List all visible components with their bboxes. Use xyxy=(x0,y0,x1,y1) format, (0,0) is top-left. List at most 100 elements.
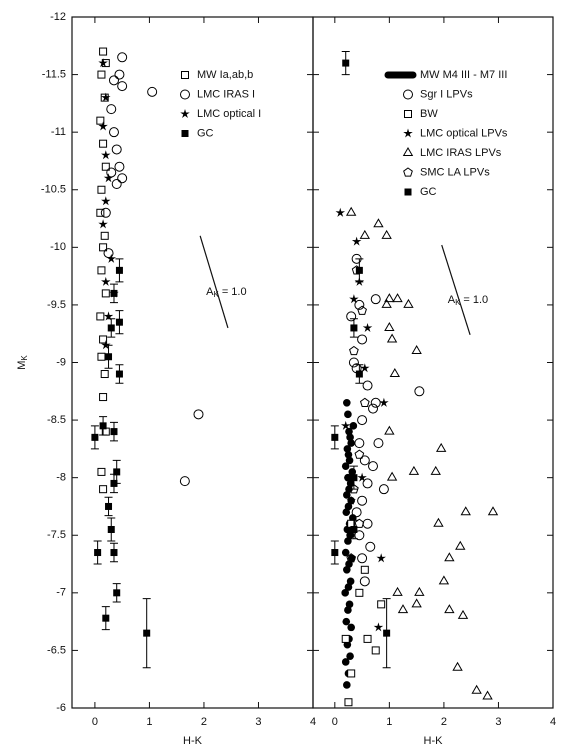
marker-triangle xyxy=(487,506,499,516)
marker-star xyxy=(335,207,346,217)
marker-circle xyxy=(348,357,359,368)
marker-square xyxy=(101,162,110,171)
marker-star xyxy=(376,553,386,563)
marker-dot xyxy=(343,399,351,407)
legend-label: LMC optical LPVs xyxy=(420,127,508,139)
marker-star xyxy=(101,276,111,286)
marker-dot xyxy=(342,508,351,517)
marker-dot xyxy=(343,445,352,453)
marker-star xyxy=(98,219,108,229)
marker-dot xyxy=(347,439,355,447)
x-axis-label: H-K xyxy=(183,735,203,747)
marker-circle xyxy=(357,415,368,426)
marker-filled-square xyxy=(110,289,118,297)
marker-filled-square xyxy=(113,468,121,476)
marker-dot xyxy=(342,617,351,626)
marker-circle xyxy=(359,576,370,587)
y-tick-label: -7 xyxy=(56,587,66,599)
marker-triangle xyxy=(408,465,420,475)
y-axis-label: MK xyxy=(16,355,29,370)
marker-filled-square xyxy=(350,525,358,533)
marker-dot xyxy=(344,502,353,511)
legend-swatch xyxy=(180,109,190,119)
x-tick-label: 4 xyxy=(550,716,556,728)
marker-dot xyxy=(349,422,358,430)
x-tick-label: 3 xyxy=(495,716,501,728)
vector-label-main: A xyxy=(206,286,214,298)
y-tick-label: -8.5 xyxy=(47,414,66,426)
marker-pentagon xyxy=(357,305,367,315)
marker-circle xyxy=(359,455,370,466)
marker-triangle xyxy=(411,598,422,608)
marker-star xyxy=(101,150,111,160)
marker-triangle xyxy=(392,293,403,303)
marker-circle xyxy=(108,75,119,86)
marker-triangle xyxy=(403,298,414,308)
marker-square xyxy=(97,70,106,79)
legend-label: Sgr I LPVs xyxy=(420,88,473,100)
y-axis-label-sub: K xyxy=(20,355,29,361)
marker-pentagon xyxy=(354,518,365,528)
marker-square xyxy=(96,208,105,217)
marker-circle xyxy=(357,334,368,345)
marker-dot xyxy=(344,473,352,482)
marker-circle xyxy=(362,518,373,529)
marker-dot xyxy=(346,652,354,660)
marker-circle xyxy=(373,438,384,449)
marker-star xyxy=(360,363,370,373)
marker-circle xyxy=(111,144,122,155)
marker-star xyxy=(346,495,356,505)
x-tick-label: 1 xyxy=(386,716,392,728)
marker-star xyxy=(101,196,111,206)
marker-pentagon xyxy=(354,449,365,459)
legend-label: BW xyxy=(420,108,438,120)
vector-label-sub: K xyxy=(455,298,461,307)
marker-square xyxy=(371,646,380,655)
legend-label: GC xyxy=(197,127,214,139)
marker-dot xyxy=(347,554,356,563)
marker-circle xyxy=(346,311,357,322)
marker-dot xyxy=(347,623,355,632)
marker-circle xyxy=(354,438,365,449)
vector-label-rest: = 1.0 xyxy=(463,294,488,306)
marker-square xyxy=(363,634,372,643)
marker-star xyxy=(362,322,373,332)
marker-filled-square xyxy=(115,370,123,378)
marker-square xyxy=(355,588,364,597)
vector-label-main: A xyxy=(448,294,456,306)
marker-dot xyxy=(344,537,352,545)
x-tick-label: 3 xyxy=(255,716,261,728)
vector-label: AK = 1.0 xyxy=(206,286,246,299)
marker-triangle xyxy=(381,229,392,239)
x-tick-label: 0 xyxy=(332,716,338,728)
marker-circle xyxy=(111,178,122,189)
x-tick-label: 0 xyxy=(92,716,98,728)
marker-square xyxy=(96,116,105,125)
legend-swatch xyxy=(404,110,412,118)
legend-label: LMC IRAS LPVs xyxy=(420,147,502,159)
x-tick-label: 1 xyxy=(146,716,152,728)
marker-filled-square xyxy=(113,589,121,597)
marker-dot xyxy=(346,531,354,540)
y-tick-label: -10.5 xyxy=(41,184,66,196)
marker-circle xyxy=(100,207,111,218)
marker-triangle xyxy=(392,586,403,596)
marker-circle xyxy=(117,81,128,92)
marker-dot xyxy=(344,583,353,591)
marker-filled-square xyxy=(342,59,350,67)
y-axis-label-main: M xyxy=(16,361,28,370)
marker-triangle xyxy=(452,661,463,671)
marker-circle xyxy=(351,507,362,518)
legend-swatch xyxy=(181,130,189,137)
legend-swatch xyxy=(403,89,413,100)
y-tick-label: -9.5 xyxy=(47,299,66,311)
marker-triangle xyxy=(482,690,493,700)
marker-triangle xyxy=(386,471,398,481)
reddening-vector xyxy=(441,244,471,336)
marker-star xyxy=(351,236,362,246)
marker-star xyxy=(379,397,389,407)
legend-label: MW M4 III - M7 III xyxy=(420,69,507,81)
marker-circle xyxy=(193,409,204,420)
marker-triangle xyxy=(359,229,371,239)
